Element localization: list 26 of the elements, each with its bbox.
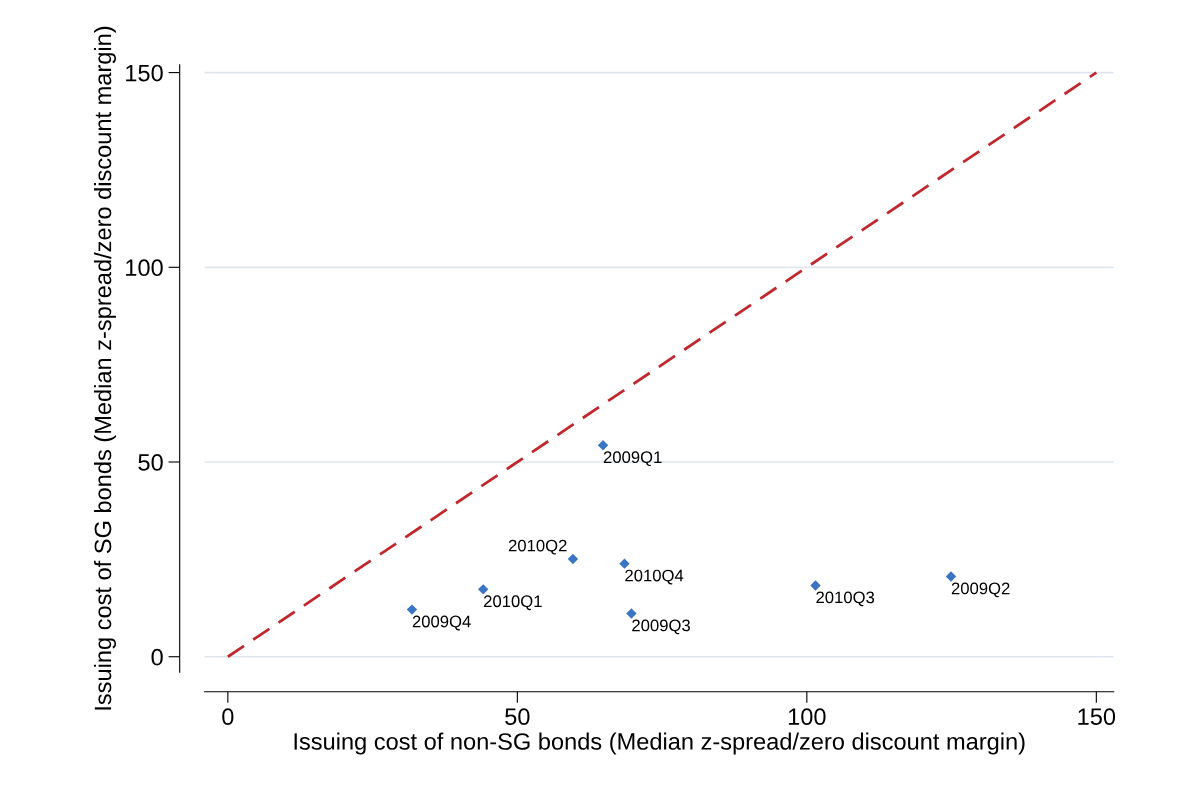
point bbox=[477, 584, 489, 595]
annotation: 2009Q1 bbox=[603, 451, 662, 467]
y-tick-label: 150 bbox=[126, 64, 163, 82]
annotation: 2009Q4 bbox=[412, 615, 471, 631]
x-tick-label: 100 bbox=[788, 708, 826, 726]
annotation: 2009Q3 bbox=[632, 619, 690, 635]
y-axis-title: Issuing cost of SG bonds (Median z-spread/zero discount margin) bbox=[93, 26, 116, 710]
y-tick-label: 0 bbox=[151, 648, 163, 666]
point bbox=[810, 580, 821, 591]
point bbox=[626, 608, 637, 619]
y-tick-label: 100 bbox=[126, 259, 163, 277]
x-tick-label: 0 bbox=[222, 708, 234, 726]
annotation: 2009Q2 bbox=[951, 582, 1010, 598]
y-tick-label: 50 bbox=[138, 454, 163, 471]
point bbox=[619, 558, 630, 569]
annotation: 2010Q4 bbox=[625, 569, 684, 585]
point bbox=[567, 553, 579, 565]
x-tick-label: 150 bbox=[1078, 708, 1116, 726]
annotation: 2010Q2 bbox=[508, 539, 567, 555]
x-axis-title: Issuing cost of non-SG bonds (Median z-spread/zero discount margin) bbox=[294, 732, 1025, 755]
point bbox=[597, 440, 609, 451]
annotation: 2010Q1 bbox=[484, 595, 542, 611]
point bbox=[945, 571, 957, 582]
x-tick-label: 50 bbox=[505, 708, 530, 726]
point bbox=[406, 604, 418, 615]
annotation: 2010Q3 bbox=[816, 591, 875, 607]
